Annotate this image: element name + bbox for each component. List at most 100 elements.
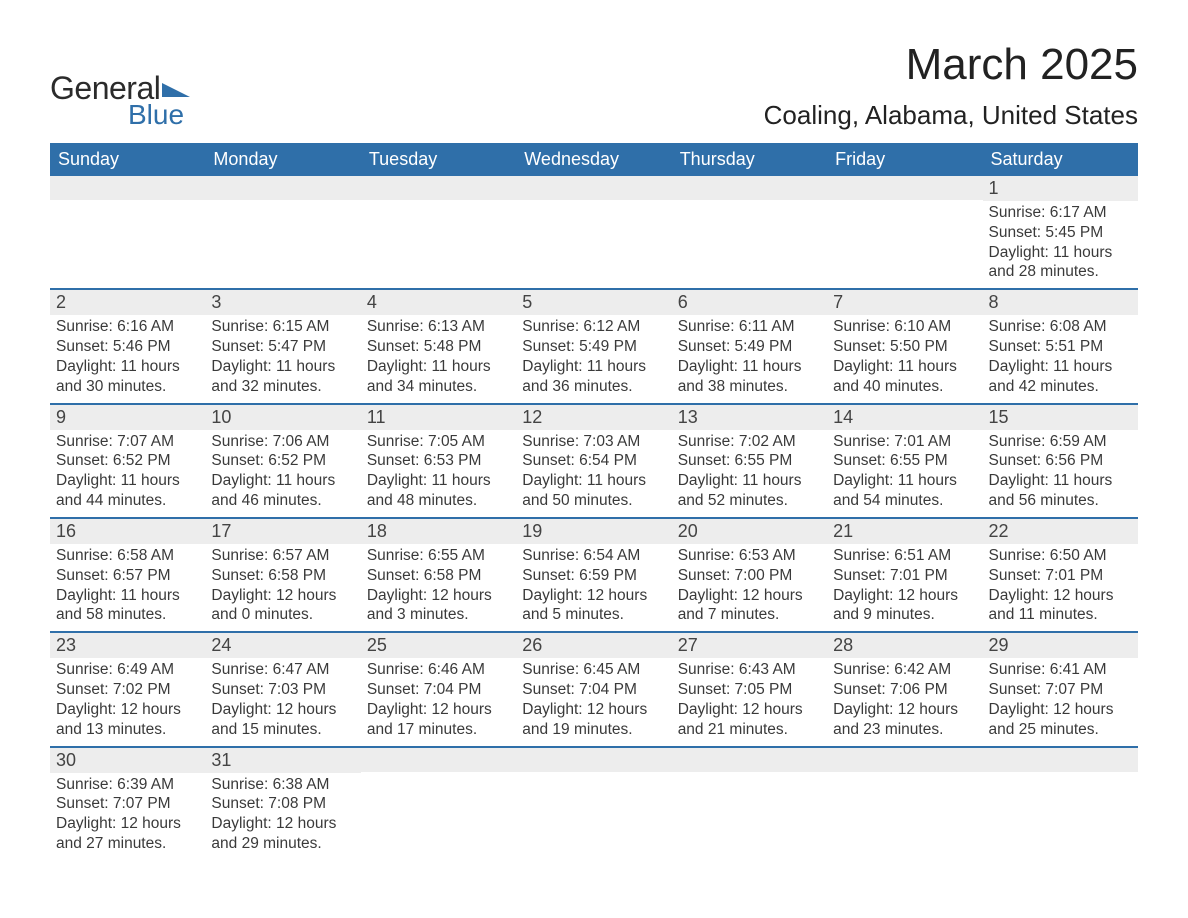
day-number: 20	[672, 519, 827, 544]
calendar-day-cell: 18Sunrise: 6:55 AMSunset: 6:58 PMDayligh…	[361, 518, 516, 632]
daylight-line: Daylight: 12 hours and 17 minutes.	[367, 700, 510, 740]
calendar-day-cell: 24Sunrise: 6:47 AMSunset: 7:03 PMDayligh…	[205, 632, 360, 746]
sunset-line: Sunset: 5:45 PM	[989, 223, 1132, 243]
day-header: Sunday	[50, 143, 205, 176]
day-details: Sunrise: 6:15 AMSunset: 5:47 PMDaylight:…	[205, 315, 360, 402]
sunset-line: Sunset: 5:50 PM	[833, 337, 976, 357]
daylight-line: Daylight: 12 hours and 15 minutes.	[211, 700, 354, 740]
sunrise-line: Sunrise: 6:10 AM	[833, 317, 976, 337]
calendar-day-cell: 31Sunrise: 6:38 AMSunset: 7:08 PMDayligh…	[205, 747, 360, 860]
day-details: Sunrise: 6:39 AMSunset: 7:07 PMDaylight:…	[50, 773, 205, 860]
day-details	[827, 772, 982, 844]
sunrise-line: Sunrise: 6:59 AM	[989, 432, 1132, 452]
day-number: 4	[361, 290, 516, 315]
day-details: Sunrise: 6:50 AMSunset: 7:01 PMDaylight:…	[983, 544, 1138, 631]
daylight-line: Daylight: 12 hours and 21 minutes.	[678, 700, 821, 740]
day-number	[50, 176, 205, 200]
calendar-day-cell: 21Sunrise: 6:51 AMSunset: 7:01 PMDayligh…	[827, 518, 982, 632]
calendar-day-cell: 29Sunrise: 6:41 AMSunset: 7:07 PMDayligh…	[983, 632, 1138, 746]
day-details	[361, 200, 516, 272]
day-number: 24	[205, 633, 360, 658]
sunset-line: Sunset: 5:49 PM	[678, 337, 821, 357]
day-number: 6	[672, 290, 827, 315]
sunrise-line: Sunrise: 6:53 AM	[678, 546, 821, 566]
calendar-week-row: 23Sunrise: 6:49 AMSunset: 7:02 PMDayligh…	[50, 632, 1138, 746]
sunset-line: Sunset: 7:00 PM	[678, 566, 821, 586]
sunrise-line: Sunrise: 7:02 AM	[678, 432, 821, 452]
calendar-day-cell: 23Sunrise: 6:49 AMSunset: 7:02 PMDayligh…	[50, 632, 205, 746]
day-details: Sunrise: 6:42 AMSunset: 7:06 PMDaylight:…	[827, 658, 982, 745]
calendar-day-cell: 9Sunrise: 7:07 AMSunset: 6:52 PMDaylight…	[50, 404, 205, 518]
calendar-day-cell	[516, 176, 671, 289]
sunset-line: Sunset: 7:03 PM	[211, 680, 354, 700]
sunrise-line: Sunrise: 6:17 AM	[989, 203, 1132, 223]
day-number	[672, 748, 827, 772]
sunrise-line: Sunrise: 6:42 AM	[833, 660, 976, 680]
calendar-day-cell: 1Sunrise: 6:17 AMSunset: 5:45 PMDaylight…	[983, 176, 1138, 289]
day-number: 13	[672, 405, 827, 430]
calendar-day-cell	[516, 747, 671, 860]
calendar-table: Sunday Monday Tuesday Wednesday Thursday…	[50, 143, 1138, 860]
day-details	[672, 200, 827, 272]
calendar-day-cell: 16Sunrise: 6:58 AMSunset: 6:57 PMDayligh…	[50, 518, 205, 632]
day-number: 3	[205, 290, 360, 315]
day-number	[361, 748, 516, 772]
sunset-line: Sunset: 5:46 PM	[56, 337, 199, 357]
day-number	[983, 748, 1138, 772]
page-header: General Blue March 2025 Coaling, Alabama…	[50, 40, 1138, 131]
daylight-line: Daylight: 11 hours and 42 minutes.	[989, 357, 1132, 397]
day-number	[827, 176, 982, 200]
calendar-day-cell	[672, 176, 827, 289]
day-number: 10	[205, 405, 360, 430]
calendar-day-cell	[827, 176, 982, 289]
location: Coaling, Alabama, United States	[764, 100, 1138, 131]
calendar-day-cell	[50, 176, 205, 289]
daylight-line: Daylight: 11 hours and 52 minutes.	[678, 471, 821, 511]
day-number: 18	[361, 519, 516, 544]
day-details: Sunrise: 6:57 AMSunset: 6:58 PMDaylight:…	[205, 544, 360, 631]
daylight-line: Daylight: 12 hours and 13 minutes.	[56, 700, 199, 740]
daylight-line: Daylight: 12 hours and 9 minutes.	[833, 586, 976, 626]
calendar-day-cell: 26Sunrise: 6:45 AMSunset: 7:04 PMDayligh…	[516, 632, 671, 746]
calendar-day-cell	[983, 747, 1138, 860]
sunrise-line: Sunrise: 6:57 AM	[211, 546, 354, 566]
sunset-line: Sunset: 5:49 PM	[522, 337, 665, 357]
sunset-line: Sunset: 6:52 PM	[211, 451, 354, 471]
calendar-day-cell: 2Sunrise: 6:16 AMSunset: 5:46 PMDaylight…	[50, 289, 205, 403]
calendar-day-cell: 10Sunrise: 7:06 AMSunset: 6:52 PMDayligh…	[205, 404, 360, 518]
sunset-line: Sunset: 7:01 PM	[833, 566, 976, 586]
day-header: Friday	[827, 143, 982, 176]
daylight-line: Daylight: 11 hours and 58 minutes.	[56, 586, 199, 626]
day-number	[672, 176, 827, 200]
daylight-line: Daylight: 11 hours and 32 minutes.	[211, 357, 354, 397]
day-number: 7	[827, 290, 982, 315]
day-details: Sunrise: 7:03 AMSunset: 6:54 PMDaylight:…	[516, 430, 671, 517]
day-details: Sunrise: 7:05 AMSunset: 6:53 PMDaylight:…	[361, 430, 516, 517]
day-details: Sunrise: 6:11 AMSunset: 5:49 PMDaylight:…	[672, 315, 827, 402]
sunset-line: Sunset: 5:48 PM	[367, 337, 510, 357]
day-details: Sunrise: 6:08 AMSunset: 5:51 PMDaylight:…	[983, 315, 1138, 402]
daylight-line: Daylight: 11 hours and 44 minutes.	[56, 471, 199, 511]
sunset-line: Sunset: 6:52 PM	[56, 451, 199, 471]
sunrise-line: Sunrise: 7:07 AM	[56, 432, 199, 452]
title-block: March 2025 Coaling, Alabama, United Stat…	[764, 40, 1138, 131]
day-header: Tuesday	[361, 143, 516, 176]
calendar-week-row: 16Sunrise: 6:58 AMSunset: 6:57 PMDayligh…	[50, 518, 1138, 632]
daylight-line: Daylight: 11 hours and 56 minutes.	[989, 471, 1132, 511]
day-header: Wednesday	[516, 143, 671, 176]
day-details: Sunrise: 6:38 AMSunset: 7:08 PMDaylight:…	[205, 773, 360, 860]
calendar-day-cell	[361, 176, 516, 289]
day-details	[672, 772, 827, 844]
calendar-day-cell	[361, 747, 516, 860]
calendar-day-cell: 28Sunrise: 6:42 AMSunset: 7:06 PMDayligh…	[827, 632, 982, 746]
sunset-line: Sunset: 6:55 PM	[678, 451, 821, 471]
daylight-line: Daylight: 11 hours and 38 minutes.	[678, 357, 821, 397]
day-number: 25	[361, 633, 516, 658]
logo: General Blue	[50, 70, 190, 131]
daylight-line: Daylight: 11 hours and 36 minutes.	[522, 357, 665, 397]
day-details: Sunrise: 6:10 AMSunset: 5:50 PMDaylight:…	[827, 315, 982, 402]
day-number: 28	[827, 633, 982, 658]
day-number	[516, 176, 671, 200]
calendar-day-cell: 15Sunrise: 6:59 AMSunset: 6:56 PMDayligh…	[983, 404, 1138, 518]
sunrise-line: Sunrise: 6:12 AM	[522, 317, 665, 337]
